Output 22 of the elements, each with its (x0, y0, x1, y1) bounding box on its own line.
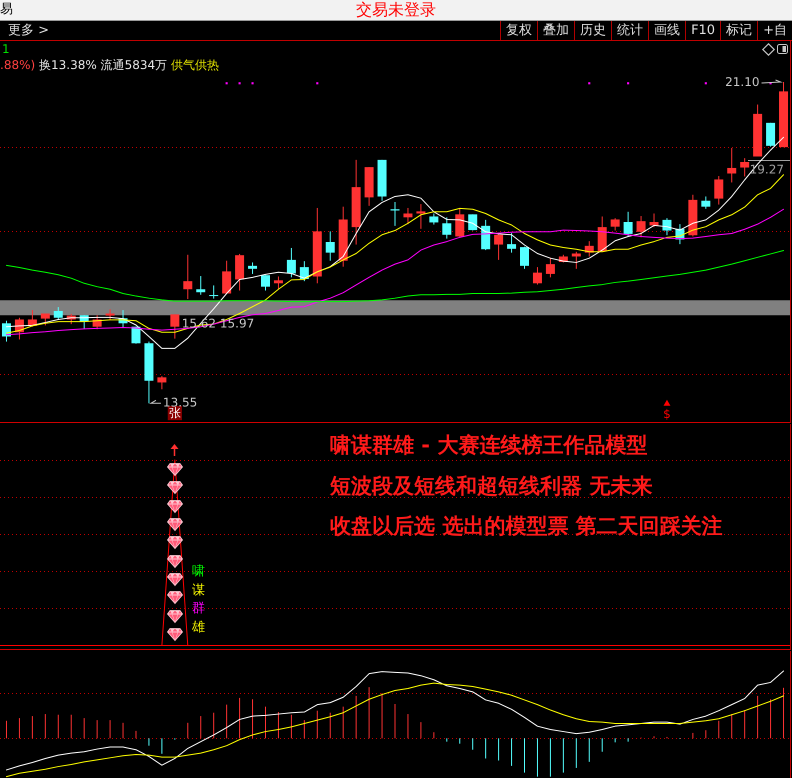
text: 啸谋群雄 - 大赛连续榜王作品模型 (330, 433, 648, 457)
text: 复权 (506, 23, 532, 38)
text: 标记 (726, 23, 752, 38)
text: 统计 (617, 23, 644, 38)
candlestick (390, 202, 400, 226)
text: 易 (0, 2, 13, 18)
text: 历史 (580, 23, 606, 38)
annotation: 短波段及短线和超短线利器 无未来 (330, 474, 652, 498)
text: +自 (763, 23, 787, 38)
annotation: 收盘以后选 选出的模型票 第二天回踩关注 (330, 514, 723, 538)
text: F10 (691, 23, 716, 38)
text: 更多 > (8, 23, 50, 38)
data-label: 张 (168, 406, 181, 420)
annotation: 21.10 (725, 75, 760, 90)
data-label: $ (663, 406, 671, 421)
text: 叠加 (543, 23, 570, 38)
chart-subtitle: .88%) 换13.38% 流通5834万 供气供热 (0, 58, 219, 72)
text: 交易未登录 (356, 0, 436, 19)
candlestick (209, 285, 218, 299)
text: 画线 (654, 23, 680, 38)
chart-title: 1 (2, 42, 10, 56)
annotation: 啸谋群雄 (192, 563, 206, 637)
